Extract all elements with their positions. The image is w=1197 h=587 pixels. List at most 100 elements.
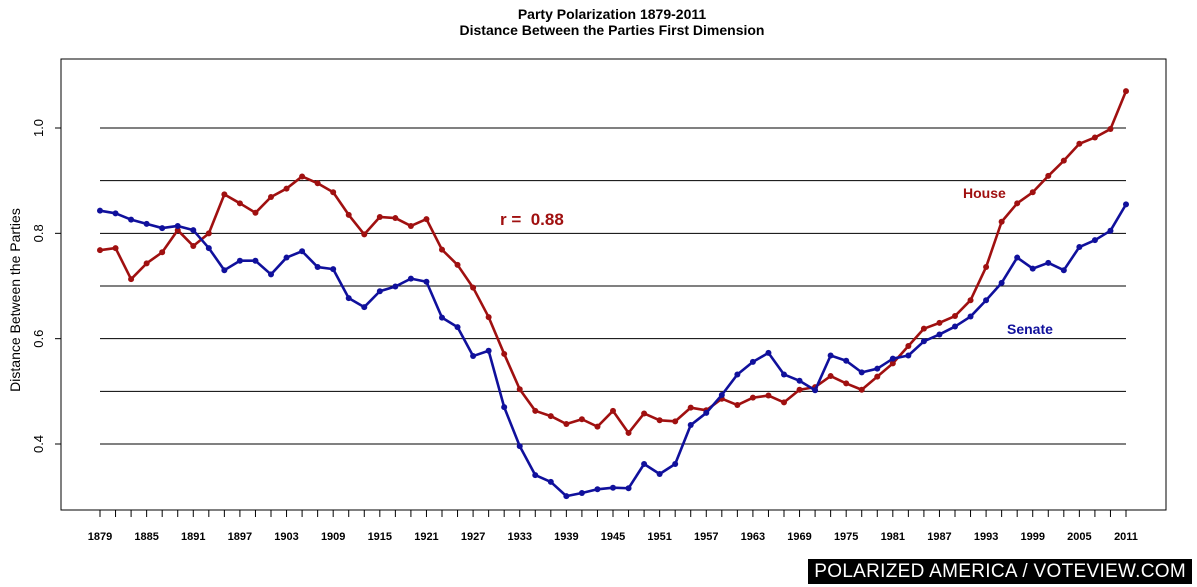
senate-point [998, 279, 1005, 286]
x-tick-label: 1933 [507, 531, 531, 543]
x-tick-label: 1945 [601, 531, 625, 543]
house-point [998, 218, 1005, 225]
chart-title: Party Polarization 1879-2011 [518, 6, 707, 22]
house-point [1029, 189, 1036, 196]
x-tick-label: 1975 [834, 531, 858, 543]
house-point [1060, 157, 1067, 164]
senate-point [625, 485, 632, 492]
x-tick-label: 1897 [228, 531, 252, 543]
x-tick-label: 1987 [927, 531, 951, 543]
senate-point [594, 486, 601, 493]
senate-point [454, 324, 461, 331]
senate-point [610, 484, 616, 491]
senate-point [236, 257, 243, 264]
senate-point [423, 278, 430, 285]
house-point [983, 264, 990, 271]
house-point [610, 407, 616, 414]
senate-point [174, 222, 181, 229]
senate-point [718, 392, 725, 399]
senate-point [547, 478, 554, 485]
gridlines [100, 127, 1126, 445]
x-tick-label: 1999 [1020, 531, 1044, 543]
house-point [268, 193, 274, 200]
house-point [159, 249, 166, 256]
house-point [1045, 172, 1052, 179]
house-point [174, 227, 181, 234]
house-point [920, 325, 927, 332]
senate-point [128, 216, 135, 223]
senate-point [1076, 244, 1083, 251]
x-tick-label: 2005 [1067, 531, 1091, 543]
house-point [392, 215, 399, 222]
senate-label: Senate [1007, 321, 1053, 337]
senate-point [97, 207, 103, 214]
house-point [299, 173, 306, 180]
senate-point [734, 371, 741, 378]
house-point [283, 185, 290, 192]
x-tick-label: 1909 [321, 531, 345, 543]
senate-point [314, 264, 321, 271]
senate-point [672, 461, 679, 468]
house-point [1014, 200, 1021, 207]
senate-point [283, 254, 290, 261]
senate-point [967, 313, 974, 320]
senate-point [874, 365, 881, 372]
house-point [656, 417, 663, 424]
house-point [952, 313, 958, 320]
senate-point [532, 472, 539, 479]
senate-point [827, 352, 834, 359]
house-point [594, 423, 601, 430]
x-axis: 1879 1885 1891 1897 1903 1909 1915 1921 1927 1933… [88, 510, 1138, 543]
senate-point [858, 369, 865, 376]
x-tick-label: 1903 [274, 531, 298, 543]
house-point [672, 418, 679, 425]
senate-point [516, 443, 523, 450]
senate-point [470, 353, 477, 360]
x-tick-label: 1915 [368, 531, 392, 543]
senate-point [485, 347, 492, 354]
house-point [252, 209, 259, 216]
y-tick-label: 0.8 [31, 224, 46, 242]
senate-point [1060, 267, 1067, 274]
senate-point [407, 275, 414, 282]
senate-point [563, 493, 570, 500]
senate-point [843, 357, 850, 364]
senate-point [1123, 201, 1129, 208]
senate-point [345, 295, 352, 302]
house-point [516, 386, 523, 393]
house-point [361, 231, 368, 238]
senate-series-line [99, 203, 1128, 498]
senate-point [439, 314, 445, 321]
senate-point [1029, 265, 1036, 272]
x-tick-label: 1957 [694, 531, 718, 543]
x-tick-label: 1921 [414, 531, 438, 543]
x-tick-label: 1993 [974, 531, 998, 543]
senate-point [190, 227, 197, 234]
house-point [625, 429, 632, 436]
senate-point [905, 352, 912, 359]
house-label: House [963, 185, 1006, 201]
senate-point [641, 461, 648, 468]
house-point [454, 261, 461, 268]
senate-point [687, 422, 694, 429]
correlation-label: r = 0.88 [500, 210, 564, 229]
house-point [376, 214, 383, 221]
house-point [874, 373, 881, 380]
house-point [470, 284, 477, 291]
house-point [781, 399, 787, 406]
senate-point [812, 387, 819, 394]
senate-point [952, 323, 958, 330]
house-point [858, 386, 865, 393]
house-point [796, 386, 803, 393]
house-point [407, 222, 414, 229]
y-tick-label: 1.0 [31, 119, 46, 137]
x-tick-label: 1981 [881, 531, 905, 543]
senate-point [361, 304, 368, 311]
senate-point [656, 471, 663, 478]
senate-point [376, 288, 383, 295]
house-point [578, 416, 585, 423]
house-point [485, 314, 492, 321]
senate-point [252, 257, 259, 264]
senate-point [112, 210, 119, 217]
